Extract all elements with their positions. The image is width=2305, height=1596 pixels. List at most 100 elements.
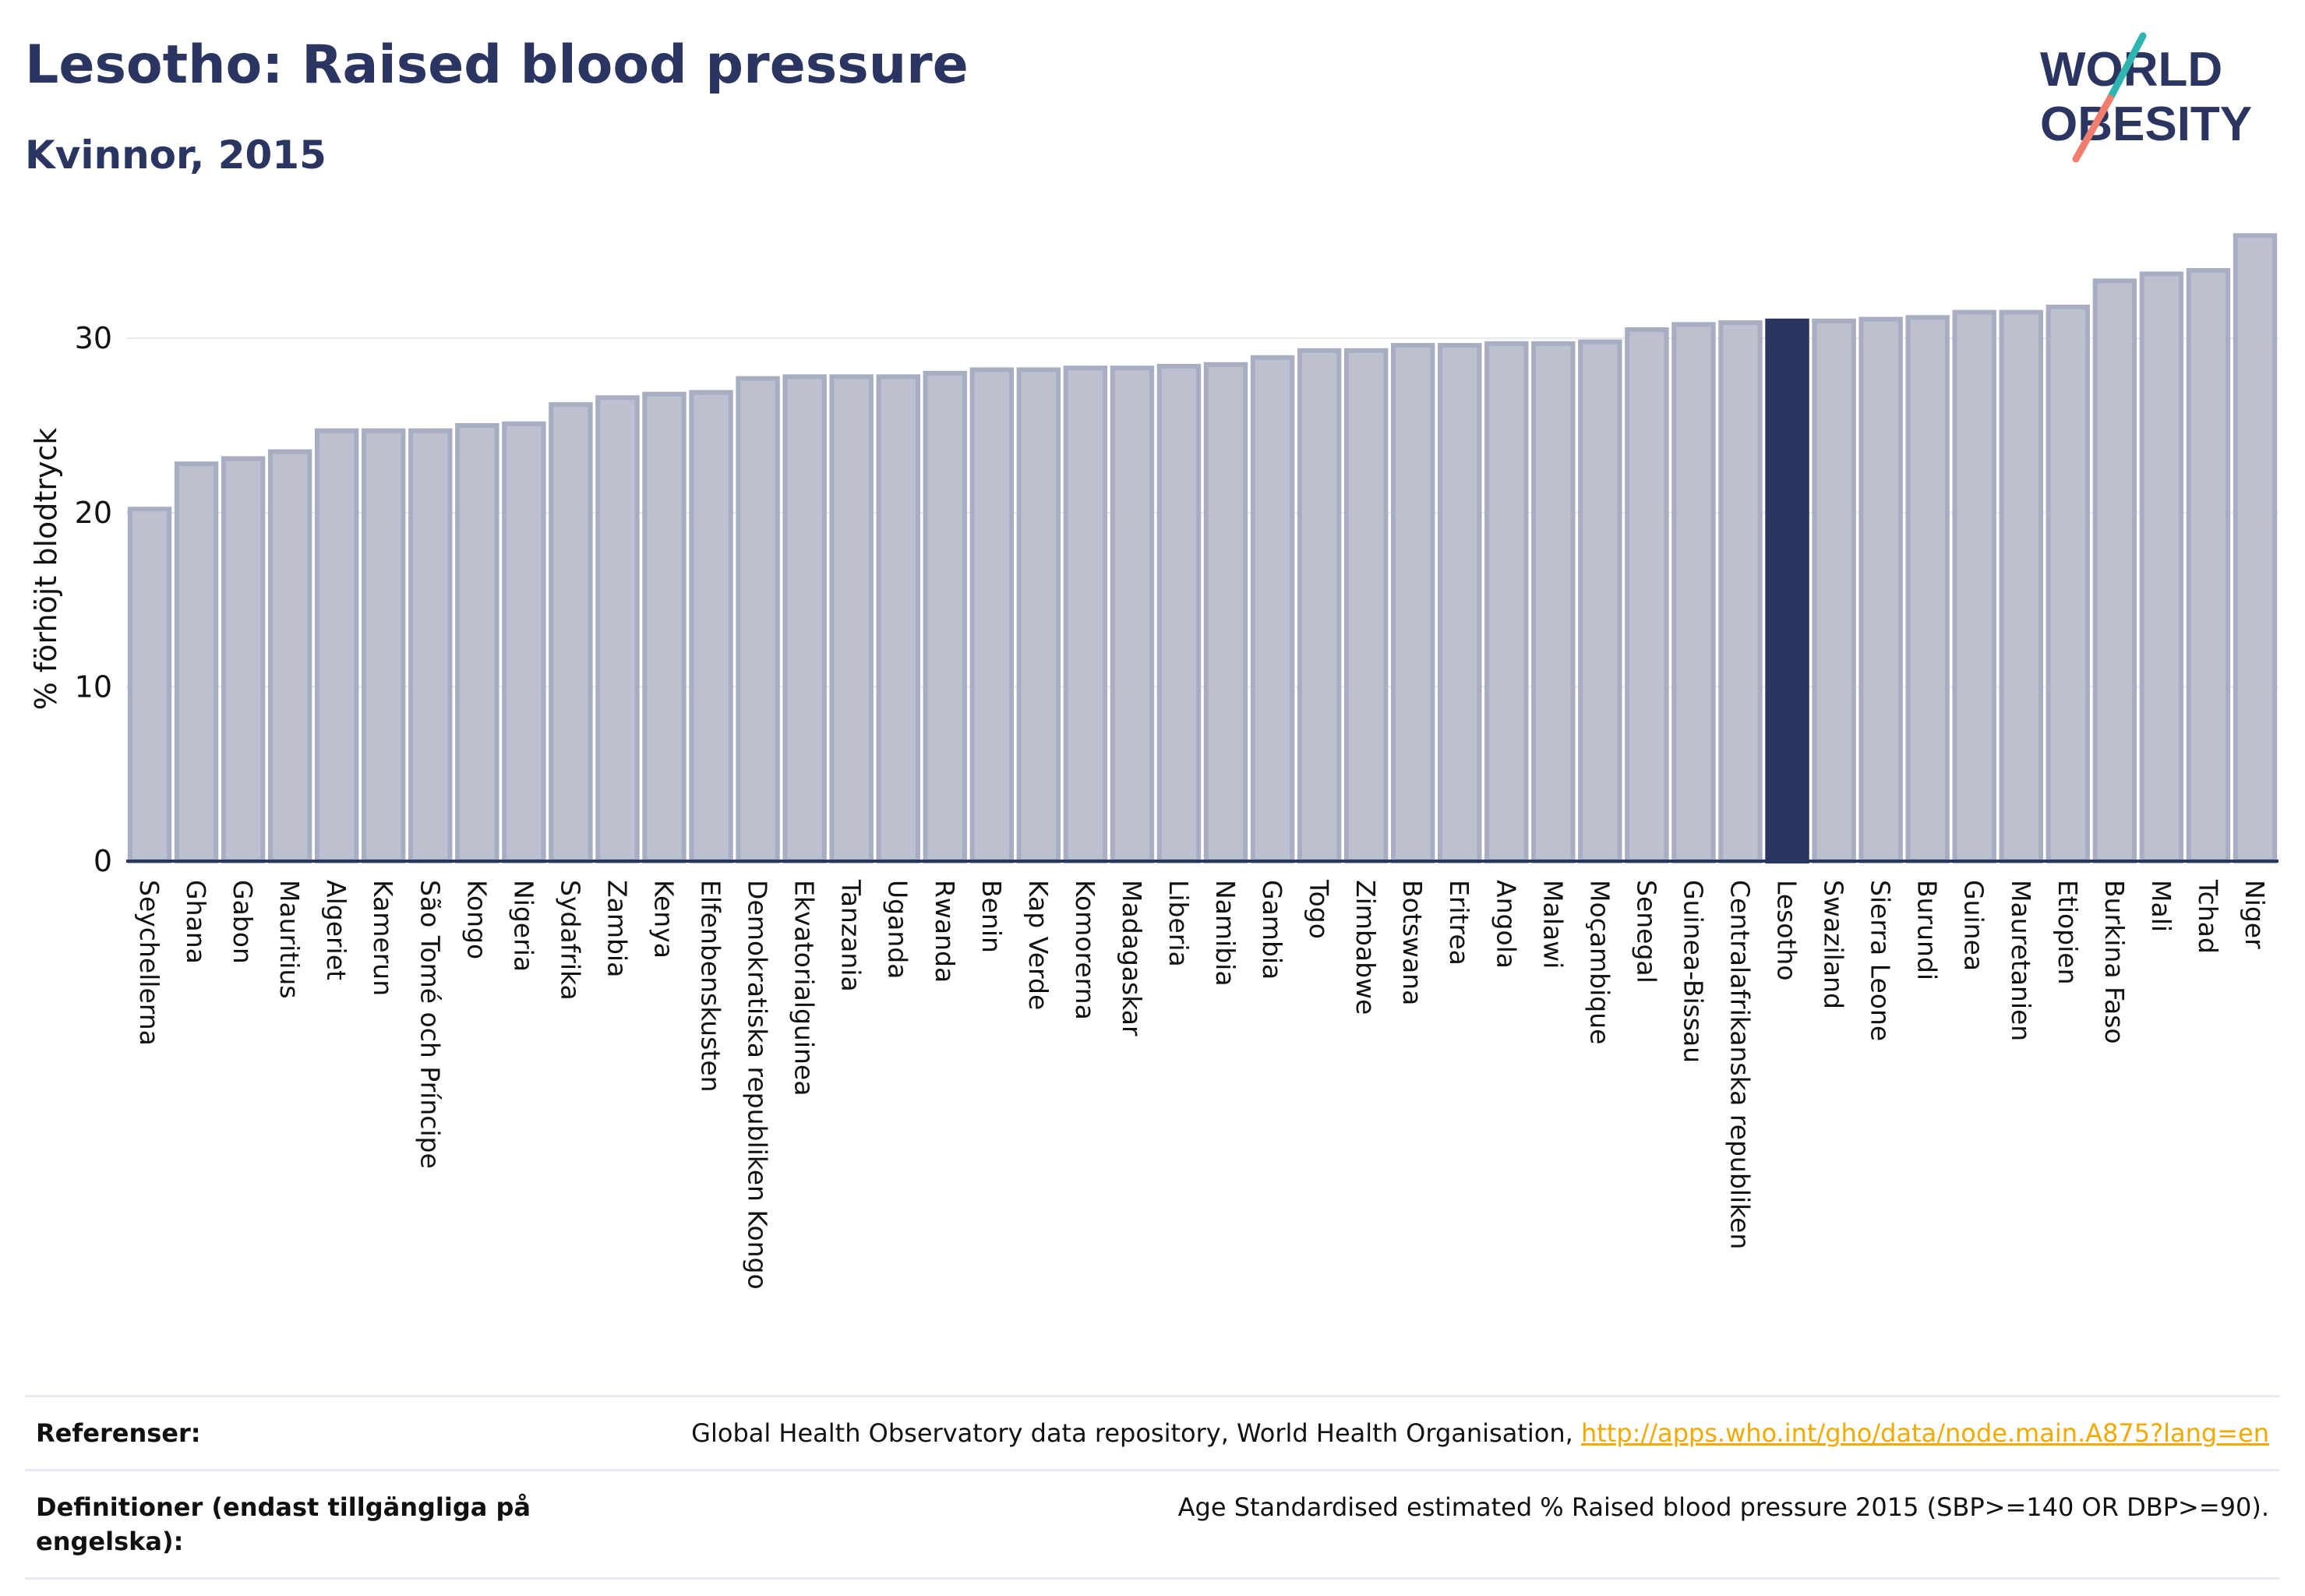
references-text: Global Health Observatory data repositor… [691,1418,1581,1448]
x-tick-label: Benin [976,880,1007,953]
x-tick-label: Nigeria [508,880,538,972]
x-tick-label: Ekvatorialguinea [789,880,820,1096]
x-tick-label: Ghana [181,880,211,964]
bar [1438,343,1482,864]
bar [1671,322,1716,863]
bar [2186,267,2231,864]
x-tick-label: Centralafrikanska republiken [1725,880,1756,1249]
bar [1110,365,1155,863]
bar [782,374,827,864]
bar-layer [126,233,2279,864]
y-tick-label: 10 [75,669,112,704]
bar [1905,315,1950,864]
x-tick-label: Burundi [1912,880,1943,980]
x-tick-label: Sierra Leone [1866,880,1896,1041]
bar [2092,278,2137,863]
bar [1578,339,1622,863]
x-tick-label: São Tomé och Príncipe [415,880,445,1169]
bar [221,456,266,863]
x-tick-label: Niger [2240,880,2270,949]
bar [969,367,1015,863]
x-tick-label: Kap Verde [1023,880,1054,1010]
logo-slash-coral [2072,94,2114,163]
references-link[interactable]: http://apps.who.int/gho/data/node.main.A… [1580,1418,2269,1448]
x-tick-label: Burkina Faso [2099,880,2130,1044]
bar [408,428,453,863]
x-tick-label: Togo [1304,879,1334,939]
bar [2233,233,2278,864]
logo-line-obesity: OBESITY [2040,97,2252,151]
bar-highlight [1765,318,1809,863]
x-tick-label: Elfenbenskusten [696,880,726,1093]
bar [1531,341,1576,863]
x-tick-label: Komorerna [1070,880,1100,1020]
bar [1625,327,1669,864]
x-tick-label: Uganda [883,880,913,979]
logo-slash-teal [2106,32,2147,102]
chart-subtitle: Kvinnor, 2015 [25,132,327,178]
references-label: Referenser: [36,1418,201,1448]
x-tick-label: Kamerun [368,880,398,996]
bar [1718,320,1763,863]
bar [736,376,780,863]
bar [502,421,546,863]
world-obesity-logo: WORLD OBESITY [2040,32,2252,163]
x-tick-label: Tchad [2193,879,2223,954]
bar [267,449,312,863]
bar [689,390,733,864]
x-tick-label: Namibia [1210,880,1241,987]
x-tick-label: Kongo [461,880,492,959]
x-tick-label: Gambia [1257,880,1287,980]
x-tick-label: Zambia [602,880,632,977]
x-tick-label: Guinea-Bissau [1678,880,1708,1063]
bar [1484,341,1529,863]
x-tick-label: Lesotho [1772,880,1802,981]
x-tick-label: Liberia [1163,880,1194,967]
y-axis-title: % förhöjt blodtryck [29,428,63,711]
bar [642,391,687,863]
bar [1156,363,1202,863]
bar [1952,309,1996,863]
bar-chart: Seychellerna Ghana Gabon Mauritius Algeriet K… [29,233,2279,1290]
x-tick-label: Mauretanien [2006,880,2036,1041]
bar [595,395,640,863]
x-tick-label: Seychellerna [134,880,164,1046]
y-tick-label: 30 [75,321,112,355]
definitions-label: Definitioner (endast tillgängliga på eng… [36,1492,531,1556]
bar [1297,348,1342,863]
x-tick-label: Angola [1491,880,1521,969]
x-tick-label: Algeriet [321,880,351,980]
y-tick-label: 0 [94,844,112,878]
x-tick-label-layer: Seychellerna Ghana Gabon Mauritius Algeriet K… [134,879,2270,1290]
bar [1063,365,1108,863]
x-tick-label: Tanzania [836,879,867,992]
x-tick-label: Senegal [1631,880,1661,983]
bar [1999,309,2043,863]
bar [1250,355,1295,863]
bar [174,461,219,864]
x-tick-label: Zimbabwe [1350,880,1381,1015]
x-tick-label: Gabon [228,880,258,964]
x-tick-label: Mauritius [274,880,305,999]
bar [1390,343,1435,864]
bar [127,507,172,863]
bar [1812,318,1856,863]
x-tick-label: Madagaskar [1117,880,1147,1036]
bar [314,428,359,863]
bar [923,370,967,863]
y-tick-label-layer: 0 10 20 30 [75,321,112,878]
x-tick-label: Kenya [649,880,679,959]
bar [1203,362,1248,864]
x-tick-label: Eritrea [1444,880,1474,966]
bar [2046,304,2091,863]
bar [876,374,920,864]
references-table: Referenser: Global Health Observatory da… [25,1395,2280,1580]
x-tick-label: Mali [2146,880,2176,932]
x-tick-label: Swaziland [1819,880,1849,1009]
references-value: Global Health Observatory data repositor… [680,1397,2280,1469]
x-tick-label: Botswana [1397,880,1428,1005]
x-tick-label: Malawi [1537,880,1568,969]
chart-title: Lesotho: Raised blood pressure [25,34,969,96]
bar [362,428,406,863]
definitions-row: Definitioner (endast tillgängliga på eng… [25,1469,2280,1580]
